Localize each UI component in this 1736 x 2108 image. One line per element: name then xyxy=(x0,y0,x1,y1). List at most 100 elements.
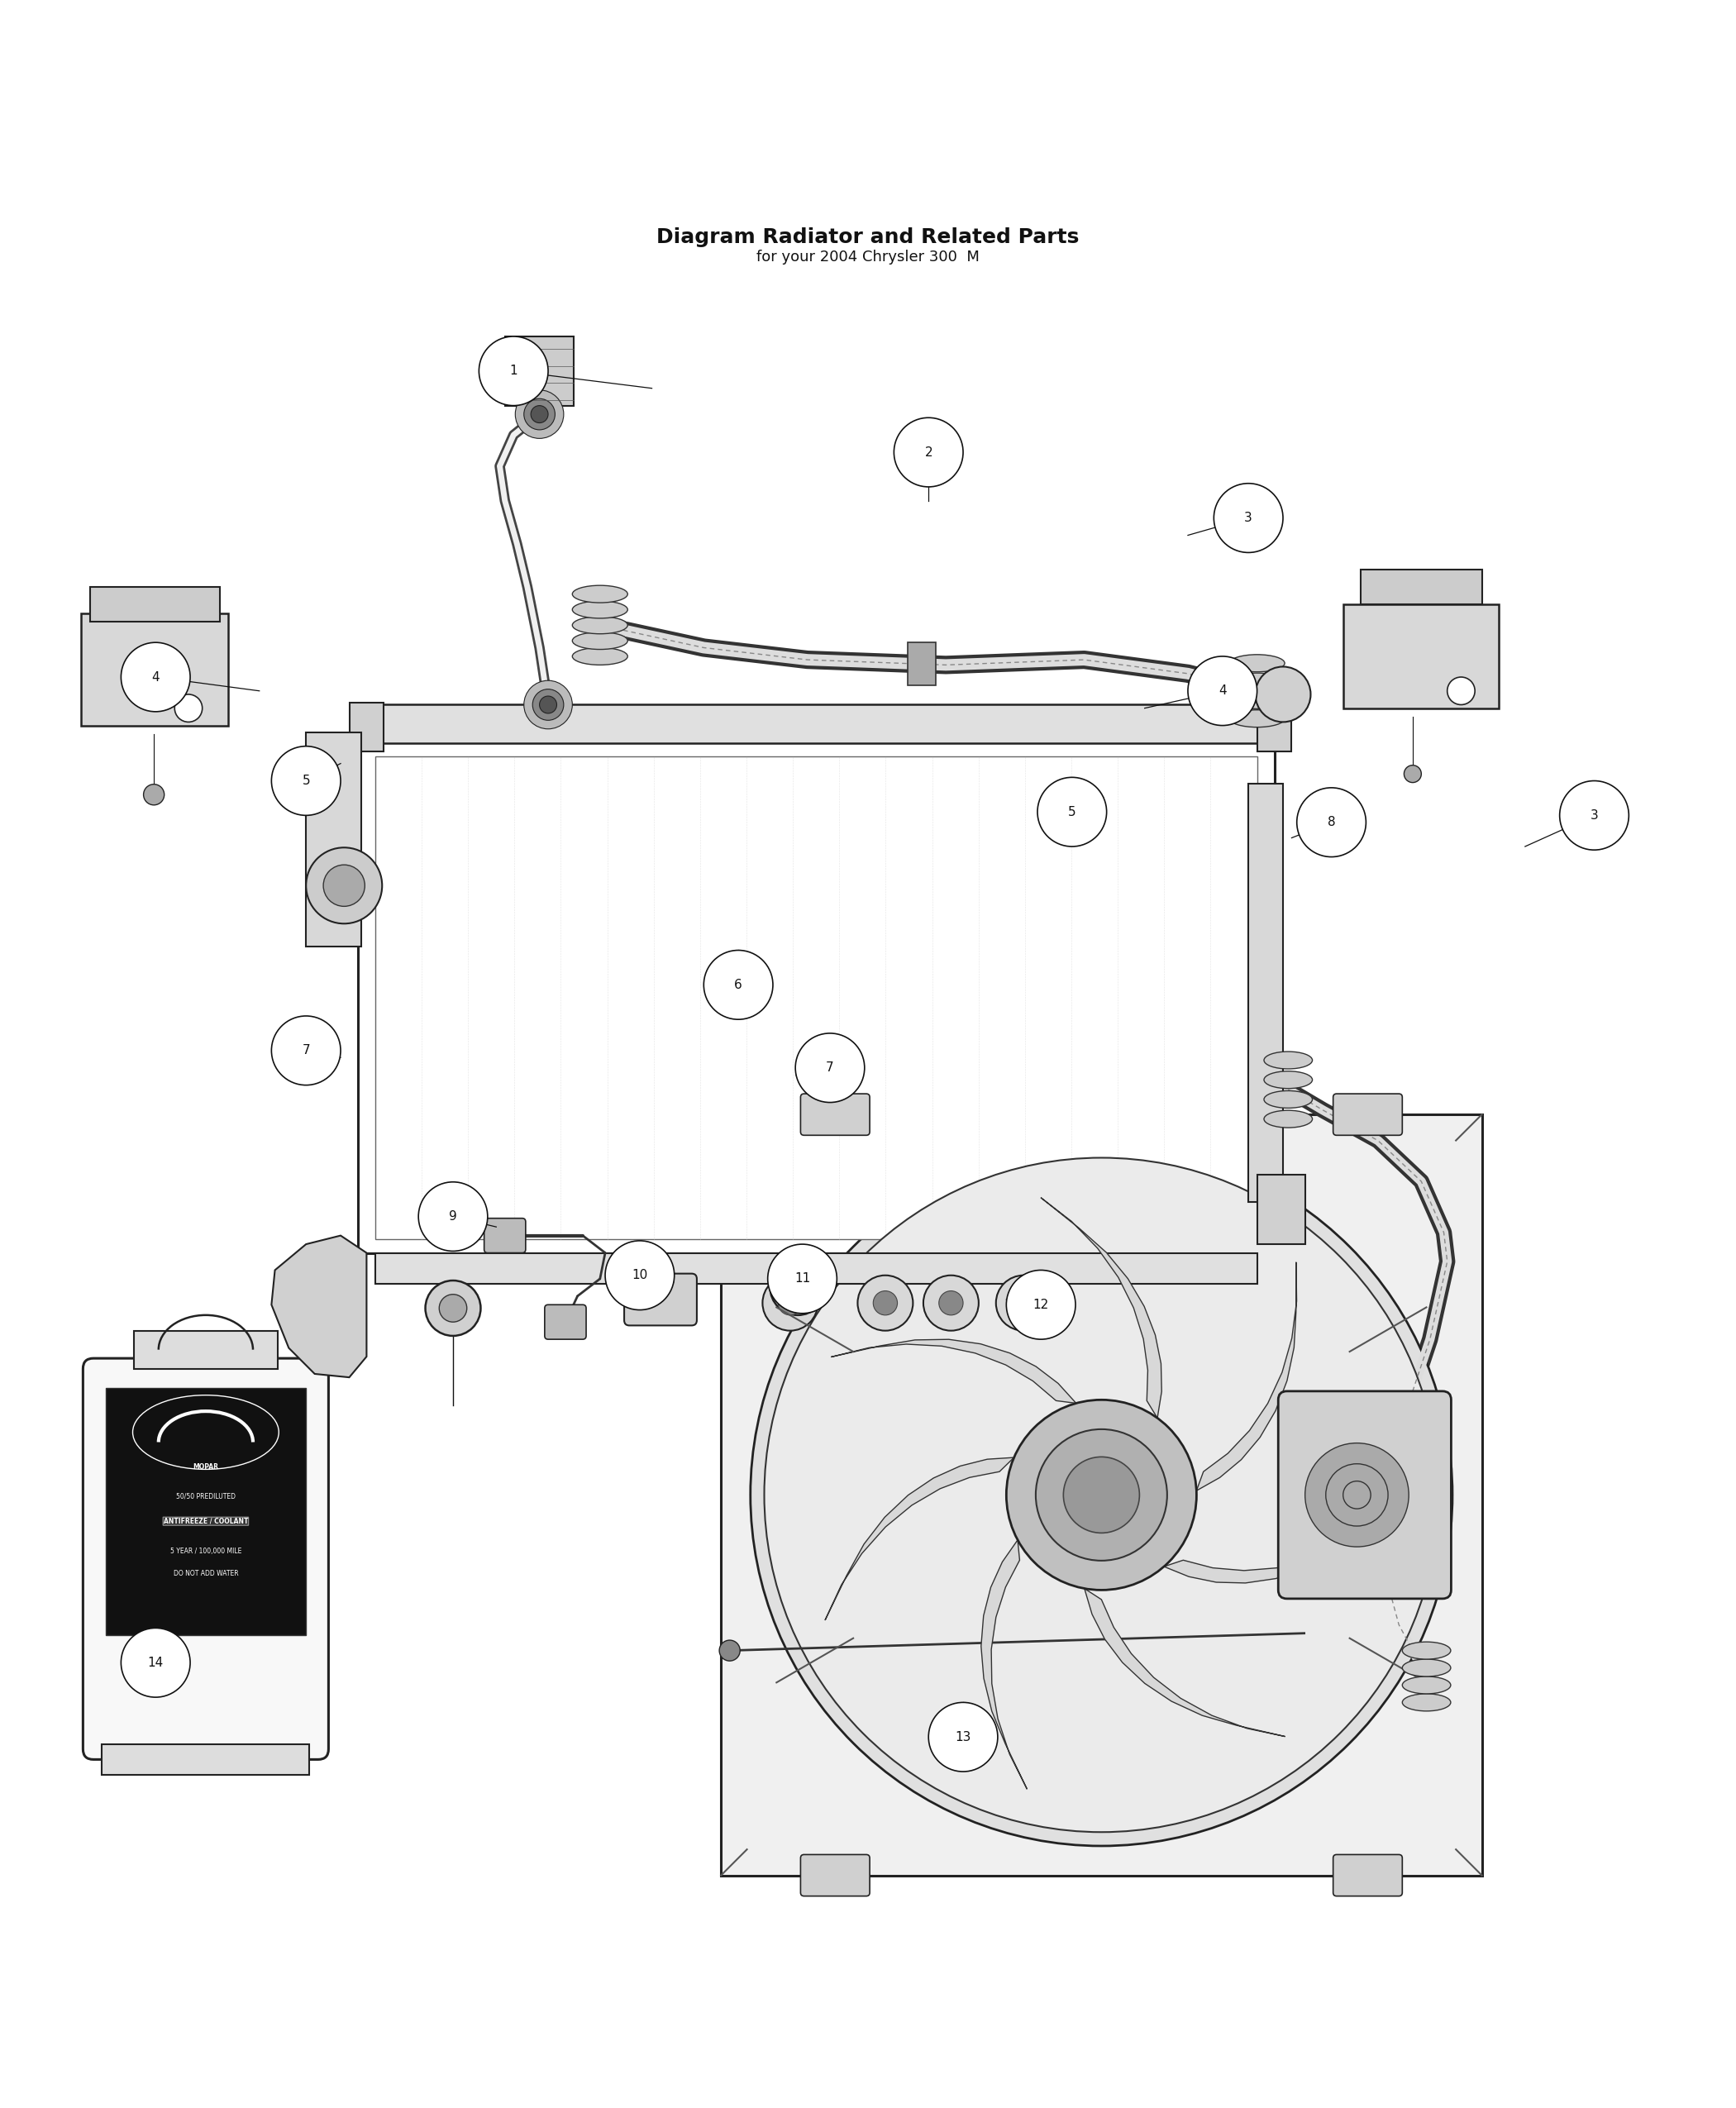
Ellipse shape xyxy=(1403,1693,1451,1712)
FancyBboxPatch shape xyxy=(1278,1391,1451,1598)
Bar xyxy=(349,702,384,750)
FancyBboxPatch shape xyxy=(1333,1094,1403,1136)
Ellipse shape xyxy=(1264,1052,1312,1069)
Bar xyxy=(505,337,575,405)
Circle shape xyxy=(1326,1463,1389,1526)
Text: MOPAR: MOPAR xyxy=(193,1463,219,1471)
Text: 8: 8 xyxy=(1328,816,1335,828)
Text: 9: 9 xyxy=(450,1210,457,1223)
Bar xyxy=(908,643,936,685)
Text: ANTIFREEZE / COOLANT: ANTIFREEZE / COOLANT xyxy=(163,1518,248,1524)
Bar xyxy=(375,704,1257,742)
Bar xyxy=(358,742,1274,1252)
Circle shape xyxy=(175,694,203,723)
Circle shape xyxy=(524,398,556,430)
Circle shape xyxy=(1007,1271,1076,1339)
Circle shape xyxy=(795,1033,865,1102)
Ellipse shape xyxy=(1229,656,1285,672)
Circle shape xyxy=(1213,483,1283,552)
Circle shape xyxy=(785,1273,812,1301)
Text: 12: 12 xyxy=(1033,1299,1049,1311)
Polygon shape xyxy=(1196,1263,1297,1490)
Circle shape xyxy=(996,1275,1052,1330)
Ellipse shape xyxy=(1229,691,1285,708)
Circle shape xyxy=(939,1290,963,1315)
Text: 3: 3 xyxy=(1245,512,1252,525)
Ellipse shape xyxy=(1403,1642,1451,1659)
Circle shape xyxy=(858,1275,913,1330)
Bar xyxy=(1248,784,1283,1202)
Text: 4: 4 xyxy=(151,670,160,683)
Circle shape xyxy=(1404,765,1422,782)
Circle shape xyxy=(533,689,564,721)
Circle shape xyxy=(425,1280,481,1336)
Circle shape xyxy=(894,417,963,487)
Text: 7: 7 xyxy=(302,1043,311,1056)
Circle shape xyxy=(719,1640,740,1661)
Bar xyxy=(134,1330,278,1368)
Circle shape xyxy=(771,1261,825,1315)
Circle shape xyxy=(439,1294,467,1322)
Bar xyxy=(106,1387,306,1636)
Circle shape xyxy=(762,1275,818,1330)
Circle shape xyxy=(306,847,382,923)
Circle shape xyxy=(764,1157,1439,1832)
Polygon shape xyxy=(1042,1197,1161,1419)
Circle shape xyxy=(271,746,340,816)
FancyBboxPatch shape xyxy=(800,1855,870,1895)
FancyBboxPatch shape xyxy=(545,1305,587,1339)
Ellipse shape xyxy=(573,601,628,618)
Circle shape xyxy=(924,1275,979,1330)
Bar xyxy=(1361,569,1483,605)
Ellipse shape xyxy=(132,1395,279,1469)
Circle shape xyxy=(1297,788,1366,856)
Polygon shape xyxy=(271,1235,366,1377)
Text: 11: 11 xyxy=(795,1273,811,1286)
Ellipse shape xyxy=(573,632,628,649)
Text: 5: 5 xyxy=(1068,805,1076,818)
Ellipse shape xyxy=(1403,1676,1451,1693)
Circle shape xyxy=(144,784,165,805)
Bar xyxy=(1257,1174,1305,1244)
Polygon shape xyxy=(832,1339,1076,1404)
Circle shape xyxy=(750,1145,1453,1847)
Ellipse shape xyxy=(1403,1659,1451,1676)
Circle shape xyxy=(778,1290,802,1315)
Circle shape xyxy=(1036,1429,1167,1560)
Circle shape xyxy=(479,337,549,405)
FancyBboxPatch shape xyxy=(83,1358,328,1760)
Polygon shape xyxy=(825,1457,1014,1621)
Ellipse shape xyxy=(1229,672,1285,689)
Text: 4: 4 xyxy=(1219,685,1226,698)
Text: 2: 2 xyxy=(925,447,932,457)
Bar xyxy=(102,1743,309,1775)
Polygon shape xyxy=(1163,1503,1404,1583)
Text: 13: 13 xyxy=(955,1731,970,1743)
FancyBboxPatch shape xyxy=(1333,1855,1403,1895)
Circle shape xyxy=(1064,1457,1139,1533)
Circle shape xyxy=(516,390,564,438)
FancyBboxPatch shape xyxy=(625,1273,696,1326)
Circle shape xyxy=(122,1627,191,1697)
Circle shape xyxy=(1007,1400,1196,1589)
Bar xyxy=(90,588,219,622)
Circle shape xyxy=(1255,666,1311,723)
Circle shape xyxy=(767,1244,837,1313)
Ellipse shape xyxy=(1264,1090,1312,1109)
Text: for your 2004 Chrysler 300  M: for your 2004 Chrysler 300 M xyxy=(757,251,979,266)
Circle shape xyxy=(540,696,557,713)
Ellipse shape xyxy=(573,647,628,664)
Ellipse shape xyxy=(1264,1111,1312,1128)
Bar xyxy=(1344,605,1500,708)
Text: 10: 10 xyxy=(632,1269,648,1282)
Circle shape xyxy=(1344,1482,1371,1509)
Circle shape xyxy=(703,951,773,1020)
Circle shape xyxy=(271,1016,340,1086)
Polygon shape xyxy=(981,1541,1028,1790)
Text: DO NOT ADD WATER: DO NOT ADD WATER xyxy=(174,1570,238,1577)
Bar xyxy=(82,613,227,725)
Ellipse shape xyxy=(573,616,628,635)
Bar xyxy=(720,1115,1483,1876)
Circle shape xyxy=(531,405,549,424)
Circle shape xyxy=(418,1183,488,1252)
